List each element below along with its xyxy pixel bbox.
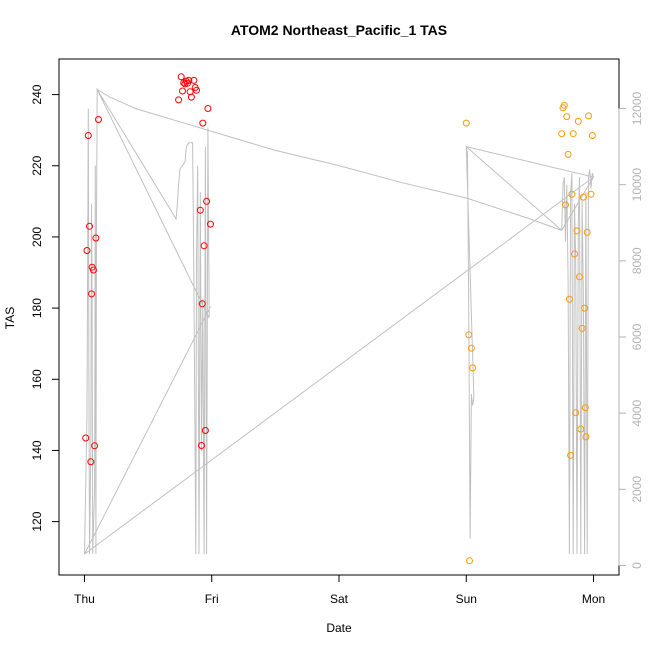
data-point <box>569 130 577 138</box>
data-point <box>201 427 209 434</box>
data-point <box>95 116 102 123</box>
data-point <box>467 344 475 352</box>
data-point <box>185 76 193 84</box>
data-point <box>565 295 573 303</box>
data-point <box>469 364 477 372</box>
data-point <box>200 242 208 250</box>
data-point <box>91 442 99 450</box>
y-tick-label: 220 <box>30 155 44 175</box>
y2-tick-label: 6000 <box>630 323 644 350</box>
y2-tick-label: 10000 <box>630 168 644 202</box>
x-tick-label: Sat <box>330 592 349 606</box>
data-point <box>578 324 586 332</box>
data-point <box>581 304 589 312</box>
data-point <box>574 117 582 125</box>
data-point <box>204 105 212 112</box>
data-point <box>466 557 473 565</box>
y-tick-label: 240 <box>30 84 44 104</box>
x-tick-label: Mon <box>582 592 605 606</box>
chart-title: ATOM2 Northeast_Pacific_1 TAS <box>231 22 447 38</box>
data-points-layer <box>82 73 596 565</box>
x-axis-label: Date <box>326 621 352 635</box>
data-point <box>84 132 92 139</box>
y-tick-label: 160 <box>30 369 44 389</box>
data-point <box>577 425 585 433</box>
data-point <box>82 434 90 442</box>
y2-tick-label: 0 <box>630 562 644 569</box>
data-point <box>585 112 592 120</box>
data-point <box>462 119 470 127</box>
data-point <box>581 404 589 412</box>
data-point <box>175 96 183 104</box>
x-tick-label: Sun <box>456 592 477 606</box>
data-point <box>88 290 95 298</box>
data-point <box>582 433 590 441</box>
x-tick-label: Thu <box>74 592 95 606</box>
data-point <box>563 113 571 121</box>
data-point <box>564 150 572 158</box>
data-point <box>190 76 198 84</box>
data-point <box>588 132 596 139</box>
data-point <box>207 220 214 228</box>
data-point <box>465 331 473 339</box>
y-tick-label: 140 <box>30 440 44 460</box>
data-point <box>568 190 576 198</box>
data-point <box>583 228 591 236</box>
data-point <box>560 101 568 109</box>
data-point <box>92 234 100 242</box>
data-point <box>562 201 569 209</box>
y-tick-label: 180 <box>30 298 44 318</box>
x-tick-label: Fri <box>205 592 219 606</box>
data-point <box>196 206 204 214</box>
y-tick-label: 200 <box>30 227 44 247</box>
data-point <box>89 266 97 274</box>
axes-layer: Thu Fri Sat Sun Mon 120 140 160 180 200 220 240 0 200… <box>30 84 644 606</box>
y2-tick-label: 8000 <box>630 247 644 274</box>
data-point <box>198 300 206 308</box>
data-point <box>87 458 95 466</box>
data-point <box>203 197 211 205</box>
data-point <box>198 442 205 449</box>
data-point <box>558 130 566 138</box>
data-point <box>187 93 195 101</box>
data-point <box>567 451 575 459</box>
y2-tick-label: 4000 <box>630 399 644 426</box>
data-point <box>177 73 185 81</box>
data-point <box>571 250 578 258</box>
data-point <box>587 190 595 198</box>
altitude-line <box>84 87 595 555</box>
data-point <box>576 273 583 281</box>
data-point <box>179 87 186 95</box>
data-point <box>573 227 581 235</box>
y-tick-label: 120 <box>30 511 44 531</box>
data-point <box>193 86 200 94</box>
altitude-line-layer <box>84 87 595 555</box>
data-point <box>579 193 587 201</box>
y2-tick-label: 2000 <box>630 476 644 503</box>
y2-tick-label: 12000 <box>630 91 644 125</box>
y-axis-label: TAS <box>3 307 17 329</box>
data-point <box>199 119 207 127</box>
data-point <box>572 409 580 417</box>
data-point <box>86 222 93 230</box>
data-point <box>83 247 91 254</box>
